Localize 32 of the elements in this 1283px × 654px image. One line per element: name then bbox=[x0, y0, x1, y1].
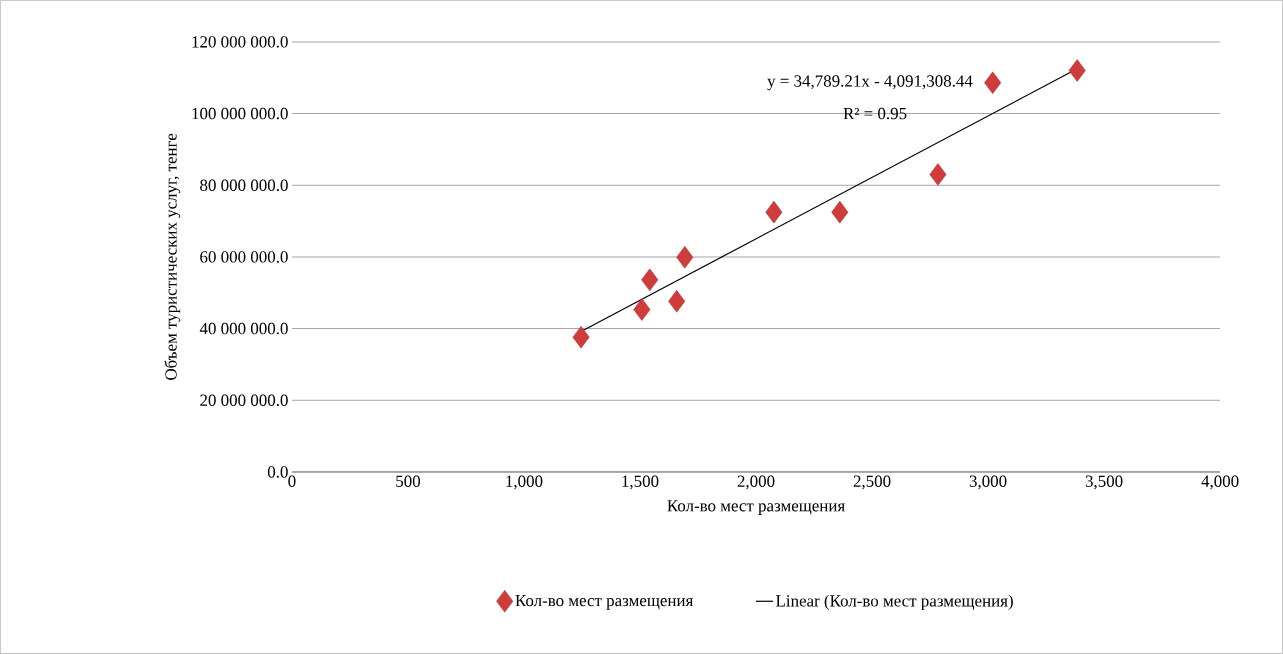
x-tick-label: 2,500 bbox=[853, 475, 891, 490]
legend-label: Кол-во мест размещения bbox=[515, 595, 694, 610]
x-tick-label: 3,500 bbox=[1085, 475, 1123, 490]
point bbox=[641, 268, 659, 292]
point bbox=[765, 200, 783, 224]
y-tick-label: 80 000 000.0 bbox=[200, 179, 288, 192]
point bbox=[1068, 59, 1086, 82]
y-tick-label: 120 000 000.0 bbox=[192, 36, 288, 48]
x-tick-label: 1,500 bbox=[622, 475, 659, 490]
annotation: R² = 0.95 bbox=[843, 107, 907, 120]
annotation: y = 34,789.21x - 4,091,308.44 bbox=[767, 75, 973, 91]
x-tick-label: 4,000 bbox=[1201, 475, 1239, 490]
x-tick-label: 0 bbox=[288, 475, 296, 487]
x-tick-label: 500 bbox=[396, 475, 421, 487]
point bbox=[929, 163, 947, 186]
point bbox=[668, 290, 686, 313]
x-tick-label: 2,000 bbox=[737, 475, 775, 490]
y-tick-label: 60 000 000.0 bbox=[200, 251, 288, 263]
point bbox=[676, 246, 694, 269]
y-tick-label: 20 000 000.0 bbox=[200, 394, 288, 407]
point bbox=[572, 326, 590, 349]
point bbox=[984, 71, 1002, 94]
point bbox=[831, 200, 849, 224]
x-tick-label: 3,000 bbox=[969, 475, 1007, 490]
legend-label: Linear (Кол-во мест размещения) bbox=[776, 594, 1013, 611]
point bbox=[633, 298, 651, 321]
y-tick-label: 40 000 000.0 bbox=[199, 322, 288, 335]
y-tick-label: 0.0 bbox=[267, 466, 288, 478]
y-axis-title: Объем туристических услуг, тенге bbox=[164, 133, 181, 381]
x-tick-label: 1,000 bbox=[506, 475, 543, 490]
x-axis-title: Кол-во мест размещения bbox=[667, 500, 845, 515]
y-tick-label: 100 000 000.0 bbox=[192, 107, 288, 120]
